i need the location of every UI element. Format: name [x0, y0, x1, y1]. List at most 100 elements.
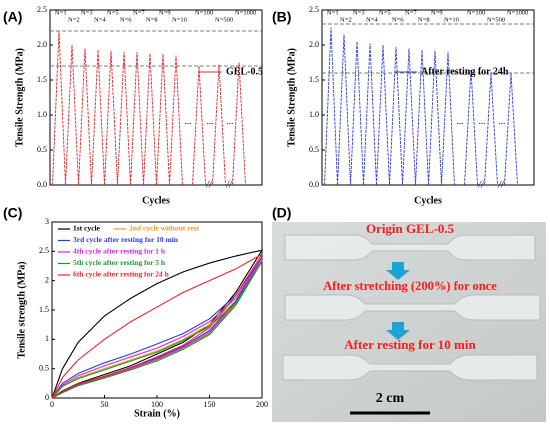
- cycle-label: N=5: [107, 9, 119, 16]
- cycle: [169, 55, 183, 186]
- cycle-label: N=100: [467, 9, 485, 16]
- legend-label: 5th cycle after resting for 5 h: [73, 258, 166, 267]
- annotation: ...: [207, 116, 214, 126]
- y-tick-label: 0.5: [37, 145, 47, 154]
- axis-break: //: [497, 179, 505, 190]
- cycle-label: N=7: [133, 9, 145, 16]
- specimen: [284, 234, 536, 261]
- x-tick-label: 0: [50, 400, 54, 409]
- cycle: [130, 51, 144, 186]
- cycle: [52, 30, 66, 186]
- specimen: [284, 294, 541, 321]
- cycle: [117, 51, 131, 186]
- series-line: [51, 253, 263, 399]
- cycle: [428, 50, 442, 186]
- legend-label: 2nd cycle without rest: [129, 224, 200, 233]
- cycle-label: N=1000: [235, 9, 256, 16]
- cycle-label: N=8: [418, 16, 430, 23]
- arrow: [386, 322, 410, 340]
- photo-label: After resting for 10 min: [344, 337, 476, 352]
- cycle: [464, 69, 478, 186]
- cycle: [337, 34, 351, 186]
- cycle: [350, 41, 364, 186]
- y-tick-label: 0.5: [309, 145, 319, 154]
- cycle: [192, 65, 206, 186]
- scale-label: 2 cm: [376, 391, 405, 406]
- cycle-label: N=2: [340, 16, 352, 23]
- cycle-label: N=5: [379, 9, 391, 16]
- cycle-label: N=6: [120, 16, 132, 23]
- panel-label: (D): [272, 205, 291, 221]
- y-tick-label: 1: [45, 334, 49, 343]
- legend-label: After resting for 24h: [421, 66, 509, 77]
- cycle-label: N=8: [146, 16, 158, 23]
- y-tick-label: 1.0: [37, 110, 47, 119]
- cycle-label: N=9: [159, 9, 171, 16]
- panel-label: (A): [3, 9, 22, 25]
- cycle-label: N=1: [55, 9, 67, 16]
- legend-label: 3rd cycle after resting for 10 min: [73, 235, 179, 244]
- cycle: [363, 43, 377, 186]
- y-axis-label: Tensile Strength (MPa): [286, 48, 297, 147]
- photo-label: Origin GEL-0.5: [366, 221, 455, 236]
- cycle-label: N=4: [366, 16, 378, 23]
- series-line: [51, 249, 264, 399]
- cycle: [324, 27, 338, 186]
- cycle-label: N=10: [172, 16, 187, 23]
- cycle: [232, 62, 246, 186]
- panel-label: (B): [272, 9, 291, 25]
- y-tick-label: 2.5: [37, 5, 47, 14]
- cycle-label: N=6: [392, 16, 404, 23]
- plot-frame: [321, 9, 535, 186]
- axis-break: //: [477, 179, 485, 190]
- cycle: [402, 48, 416, 186]
- y-tick-label: 2.0: [309, 40, 319, 49]
- cycle: [143, 53, 157, 186]
- annotation: ...: [499, 116, 506, 126]
- cycle-label: N=500: [215, 16, 233, 23]
- cycle: [389, 47, 403, 186]
- cycle-label: N=4: [94, 16, 106, 23]
- y-axis-label: Tensile strength (MPa): [16, 261, 27, 358]
- y-tick-label: 1.5: [37, 75, 47, 84]
- y-axis-label: Tensile Strength (MPa): [14, 48, 25, 147]
- cycle-label: N=3: [353, 9, 365, 16]
- y-tick-label: 0: [45, 393, 49, 402]
- cycle: [91, 49, 105, 186]
- cycle-label: N=500: [487, 16, 505, 23]
- annotation: ...: [457, 116, 464, 126]
- specimen: [282, 354, 538, 381]
- x-tick-label: 50: [101, 400, 109, 409]
- cycle-label: N=1: [327, 9, 339, 16]
- arrow: [386, 262, 410, 280]
- arrows: [386, 262, 410, 340]
- cycle-label: N=10: [444, 16, 459, 23]
- annotation: ...: [185, 116, 192, 126]
- annotation: ...: [479, 116, 486, 126]
- cycle: [65, 44, 79, 186]
- series-line: [51, 258, 263, 399]
- cycle: [504, 72, 518, 186]
- y-tick-label: 2.5: [39, 246, 49, 255]
- y-tick-label: 3: [45, 217, 49, 226]
- cycle-label: N=9: [431, 9, 443, 16]
- y-tick-label: 1.5: [39, 305, 49, 314]
- cycle: [78, 48, 92, 186]
- axis-break: //: [225, 179, 233, 190]
- x-axis-label: Strain (%): [134, 408, 180, 419]
- cycle: [104, 50, 118, 186]
- cycle-label: N=3: [81, 9, 93, 16]
- x-tick-label: 200: [256, 400, 268, 409]
- legend-label: 6th cycle after resting for 24 h: [73, 270, 170, 279]
- y-tick-label: 0.5: [39, 363, 49, 372]
- photo-label: After stretching (200%) for once: [323, 279, 497, 293]
- plot-frame: [49, 9, 263, 186]
- cycle: [156, 54, 170, 186]
- cycle-label: N=7: [405, 9, 417, 16]
- panel-label: (C): [3, 205, 22, 221]
- x-axis-label: Cycles: [414, 195, 442, 206]
- legend-label: 4th cycle after resting for 1 h: [73, 247, 166, 256]
- annotation: ...: [227, 116, 234, 126]
- series-line: [51, 259, 263, 399]
